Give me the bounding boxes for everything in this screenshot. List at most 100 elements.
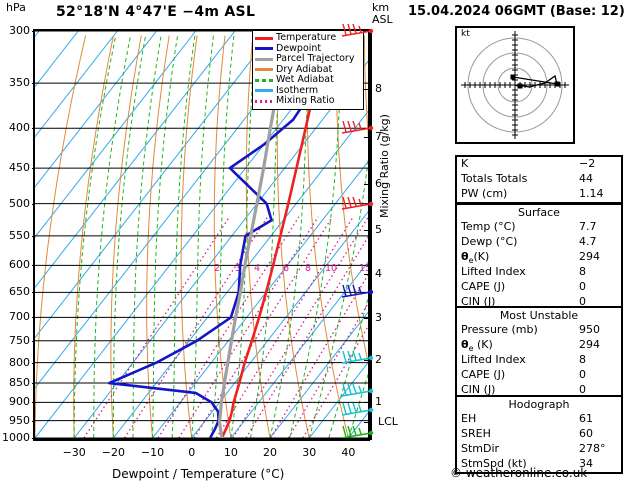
legend-item-mixing-ratio: Mixing Ratio [255,96,361,107]
panel-title: Surface [518,206,560,219]
legend-swatch [255,78,273,82]
data-row: CIN (J) 0 [457,383,621,398]
height-tick-mark [364,88,370,90]
data-row: Dewp (°C) 4.7 [457,235,621,250]
data-row-value: 8 [579,265,586,278]
legend-label: Wet Adiabat [276,74,334,86]
x-tick-label: −10 [140,446,165,459]
mixing-ratio-label: 10 [325,263,337,274]
x-tick-label: −20 [101,446,125,459]
hodograph-unit-label: kt [461,29,470,39]
data-row-key: Temp (°C) [461,220,516,233]
legend-item-wet-adiabat: Wet Adiabat [255,75,361,86]
wind-barb [340,347,374,373]
pressure-tick-label: 550 [9,228,30,242]
data-row: θe(K) 294 [457,250,621,265]
pressure-tick-label: 850 [9,376,30,390]
data-row: θe (K) 294 [457,338,621,353]
data-row-key: Lifted Index [461,265,526,278]
profile-temperature [220,31,329,438]
data-row-value: 0 [579,383,586,396]
x-axis-title: Dewpoint / Temperature (°C) [112,467,285,481]
legend-swatch [255,99,273,103]
mixing-ratio-label: 6 [283,263,289,274]
mixing-ratio-label: 15 [359,263,368,274]
wind-barb [340,422,374,448]
height-tick-mark [364,401,370,403]
mixing-ratio-label: 2 [214,263,220,274]
legend-swatch [255,57,273,61]
legend-item-temperature: Temperature [255,33,361,44]
height-tick-label: 6 [375,177,382,191]
profile-parcel-trajectory [217,31,290,438]
copyright-footer: © weatheronline.co.uk [450,466,588,480]
legend-label: Temperature [276,32,337,44]
data-row-value: 34 [579,457,593,470]
data-row-value: 0 [579,368,586,381]
data-row-value: 0 [579,280,586,293]
wind-barb [340,193,374,219]
pressure-tick-label: 800 [9,355,30,369]
data-row-value: 294 [579,250,600,263]
data-row: Lifted Index 8 [457,353,621,368]
data-row-key: SREH [461,427,491,440]
wind-barb [340,117,374,143]
x-tick-label: −30 [62,446,86,459]
height-unit-label-asl: ASL [372,13,393,26]
data-row-key: θe (K) [461,338,493,354]
data-row: Totals Totals 44 [457,172,621,187]
data-row-key: EH [461,412,477,425]
data-row-value: 60 [579,427,593,440]
pressure-tick-label: 400 [9,121,30,135]
data-row-key: θe(K) [461,250,490,266]
legend-label: Parcel Trajectory [276,53,355,65]
data-row-value: 7.7 [579,220,597,233]
height-tick-mark [364,229,370,231]
pressure-tick-label: 500 [9,196,30,210]
data-row: CIN (J) 0 [457,295,621,310]
height-tick-label: 5 [375,222,382,236]
pressure-tick-label: 1000 [2,431,30,444]
mixing-ratio-label: 4 [254,263,260,274]
lcl-tick-mark [364,422,370,424]
data-row: K −2 [457,157,621,172]
panel-title: Most Unstable [499,309,579,322]
data-row-key: K [461,157,469,170]
data-row: Temp (°C) 7.7 [457,220,621,235]
legend-swatch [255,89,273,93]
data-row-value: 61 [579,412,593,425]
legend-label: Dewpoint [276,42,322,54]
x-tick-label: 30 [302,446,317,459]
data-row-value: 950 [579,323,600,336]
height-tick-mark [364,137,370,139]
height-tick-mark [364,184,370,186]
data-row-value: 294 [579,338,600,351]
data-row-key: PW (cm) [461,187,508,200]
legend-label: Mixing Ratio [276,95,335,107]
height-tick-mark [364,360,370,362]
height-tick-label: 4 [375,267,382,281]
wind-barb [340,20,374,46]
hodograph-indices-panel: Hodograph EH 61 SREH 60 StmDir 278° StmSpd (kt)… [455,395,623,474]
data-row: Lifted Index 8 [457,265,621,280]
height-tick-label: 8 [375,81,382,95]
legend-swatch [255,36,273,40]
height-tick-mark [364,317,370,319]
height-tick-label: 2 [375,353,382,367]
data-row: StmSpd (kt) 34 [457,457,621,472]
data-row-value: 44 [579,172,593,185]
x-tick-label: 20 [263,446,278,459]
panel-title: Hodograph [508,398,570,411]
data-row-key: StmSpd (kt) [461,457,527,470]
data-row: SREH 60 [457,427,621,442]
height-tick-label: 7 [375,130,382,144]
pressure-tick-label: 950 [9,413,30,427]
data-row-key: CIN (J) [461,295,496,308]
data-row-key: Lifted Index [461,353,526,366]
pressure-tick-label: 700 [9,310,30,324]
data-row: CAPE (J) 0 [457,368,621,383]
data-row-key: Dewp (°C) [461,235,518,248]
legend-item-parcel-trajectory: Parcel Trajectory [255,54,361,65]
wind-barb [340,281,374,307]
